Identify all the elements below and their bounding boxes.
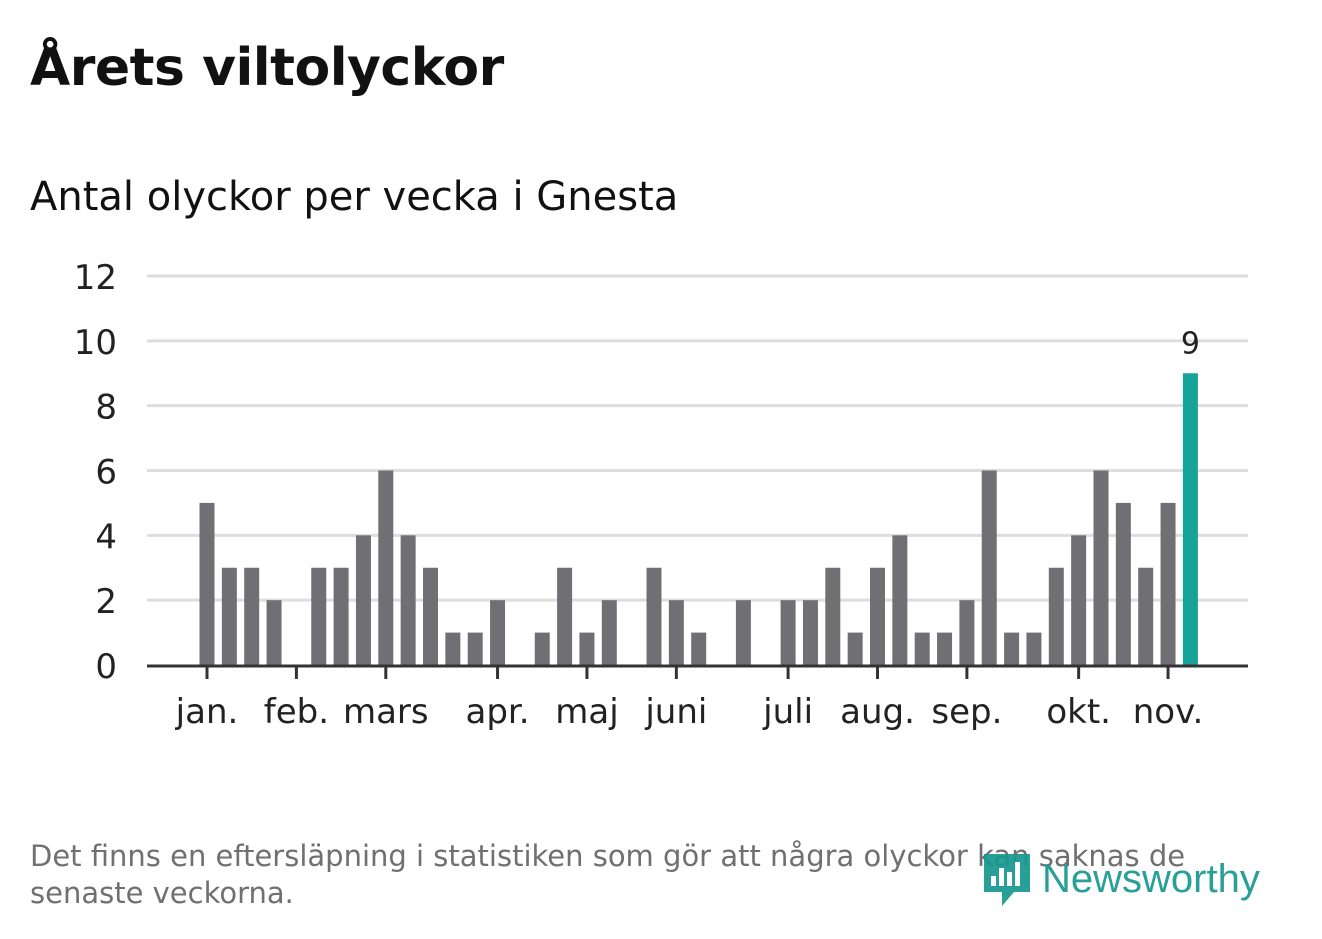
y-tick-label: 8 — [95, 388, 117, 428]
bar-highlight — [1182, 373, 1198, 665]
bar — [668, 600, 684, 665]
bar — [467, 632, 483, 665]
x-tick-label: feb. — [264, 692, 329, 732]
data-label: 9 — [1181, 326, 1200, 361]
bar — [333, 567, 349, 665]
x-tick-label: apr. — [466, 692, 530, 732]
y-axis-ticks: 0 2 4 6 8 10 12 — [74, 258, 117, 687]
y-tick-label: 2 — [95, 582, 117, 622]
bar — [199, 502, 215, 665]
y-tick-label: 10 — [74, 323, 117, 363]
bar — [802, 600, 818, 665]
bar — [937, 632, 953, 665]
y-tick-label: 0 — [95, 647, 117, 687]
bar — [579, 632, 595, 665]
bar — [1026, 632, 1042, 665]
grid-lines — [147, 274, 1248, 602]
bar — [601, 600, 617, 665]
bar — [244, 567, 260, 665]
x-tick-label: maj — [555, 692, 618, 732]
bar — [780, 600, 796, 665]
y-tick-label: 6 — [95, 453, 117, 493]
bar — [534, 632, 550, 665]
bar — [557, 567, 573, 665]
x-tick-label: juni — [644, 692, 707, 732]
bar — [1160, 502, 1176, 665]
y-tick-label: 12 — [74, 258, 117, 298]
newsworthy-logo: Newsworthy — [980, 848, 1260, 910]
bar — [1004, 632, 1020, 665]
bar — [1048, 567, 1064, 665]
x-tick-label: sep. — [931, 692, 1002, 732]
bar — [847, 632, 863, 665]
bar — [892, 535, 908, 665]
bars — [199, 373, 1198, 665]
data-labels: 9 — [1181, 326, 1200, 361]
bar — [1071, 535, 1087, 665]
bar-chart: 0 2 4 6 8 10 12 jan. feb. mars apr. maj juni juli aug… — [74, 258, 1248, 732]
newsworthy-logo-text: Newsworthy — [1042, 856, 1260, 901]
x-axis-ticks: jan. feb. mars apr. maj juni juli aug. sep. okt. n… — [175, 666, 1204, 732]
bar — [490, 600, 506, 665]
chart-subtitle: Antal olyckor per vecka i Gnesta — [30, 174, 679, 220]
bar — [870, 567, 885, 665]
bar — [981, 470, 997, 665]
chart-title: Årets viltolyckor — [30, 38, 504, 98]
bar — [1138, 567, 1154, 665]
bar — [735, 600, 751, 665]
bar — [825, 567, 841, 665]
bar — [311, 567, 327, 665]
x-tick-label: aug. — [840, 692, 915, 732]
bar — [914, 632, 930, 665]
x-tick-label: okt. — [1046, 692, 1111, 732]
bar — [959, 600, 975, 665]
bar — [1093, 470, 1109, 665]
y-tick-label: 4 — [95, 517, 117, 557]
bar — [691, 632, 707, 665]
bar — [266, 600, 282, 665]
newsworthy-logo-icon — [984, 854, 1030, 906]
bar — [646, 567, 662, 665]
x-tick-label: mars — [343, 692, 429, 732]
x-tick-label: juli — [762, 692, 813, 732]
bar — [378, 470, 394, 665]
bar — [400, 535, 416, 665]
bar — [423, 567, 438, 665]
bar — [445, 632, 461, 665]
bar — [221, 567, 237, 665]
bar — [355, 535, 371, 665]
x-tick-label: jan. — [175, 692, 239, 732]
bar — [1115, 502, 1131, 665]
x-tick-label: nov. — [1133, 692, 1204, 732]
